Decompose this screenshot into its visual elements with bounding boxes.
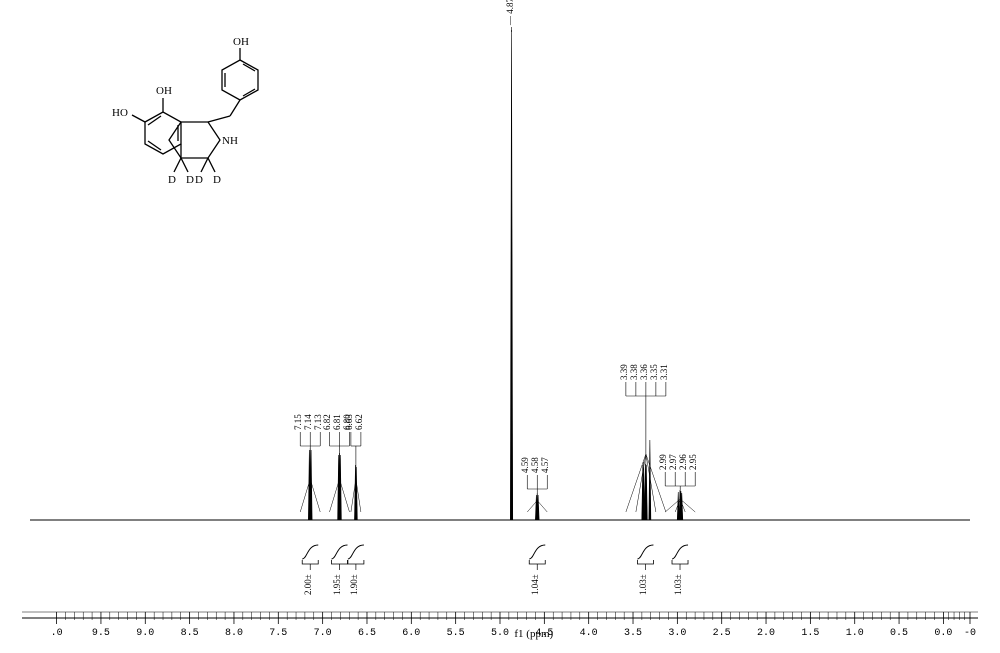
x-tick-label: -0 xyxy=(964,628,976,639)
x-tick-label: 4.0 xyxy=(580,628,598,639)
x-tick-label: 3.5 xyxy=(624,628,642,639)
integral-label: 2.00± xyxy=(303,574,313,595)
x-tick-label: 2.0 xyxy=(757,628,775,639)
spectrum-plot xyxy=(0,0,1000,653)
x-tick-label: 0.5 xyxy=(890,628,908,639)
peak-label: 3.38 xyxy=(629,364,639,380)
x-tick-label: 5.0 xyxy=(491,628,509,639)
x-tick-label: 7.5 xyxy=(269,628,287,639)
x-tick-label: 0.0 xyxy=(934,628,952,639)
peak-label: 2.97 xyxy=(668,454,678,470)
peak-label: 6.82 xyxy=(322,414,332,430)
peak-label: 3.39 xyxy=(619,364,629,380)
peak-label: 2.95 xyxy=(688,454,698,470)
peak-label: 4.57 xyxy=(540,457,550,473)
peak-label: 6.62 xyxy=(354,414,364,430)
peak-label: 4.58 xyxy=(530,457,540,473)
x-tick-label: 9.5 xyxy=(92,628,110,639)
peak-label: 2.96 xyxy=(678,454,688,470)
integral-label: 1.03± xyxy=(638,574,648,595)
integral-label: 1.90± xyxy=(349,574,359,595)
x-tick-label: 1.5 xyxy=(801,628,819,639)
peak-label: — 4.87 xyxy=(505,0,515,25)
x-tick-label: 1.0 xyxy=(846,628,864,639)
integral-label: 1.03± xyxy=(673,574,683,595)
x-tick-label: 6.0 xyxy=(402,628,420,639)
peak-label: 7.15 xyxy=(293,414,303,430)
peak-label: 3.31 xyxy=(659,364,669,380)
x-tick-label: 4.5 xyxy=(535,628,553,639)
x-tick-label: 8.0 xyxy=(225,628,243,639)
integral-label: 1.95± xyxy=(332,574,342,595)
x-tick-label: 9.0 xyxy=(136,628,154,639)
x-tick-label: .0 xyxy=(51,628,63,639)
peak-label: 3.35 xyxy=(649,364,659,380)
x-tick-label: 3.0 xyxy=(668,628,686,639)
integral-label: 1.04± xyxy=(530,574,540,595)
peak-label: 7.14 xyxy=(303,414,313,430)
x-tick-label: 7.0 xyxy=(314,628,332,639)
peak-label: 4.59 xyxy=(520,457,530,473)
x-tick-label: 5.5 xyxy=(447,628,465,639)
peak-label: 6.63 xyxy=(344,414,354,430)
peak-label: 6.81 xyxy=(332,414,342,430)
peak-label: 2.99 xyxy=(658,454,668,470)
x-tick-label: 6.5 xyxy=(358,628,376,639)
x-tick-label: 2.5 xyxy=(713,628,731,639)
x-tick-label: 8.5 xyxy=(181,628,199,639)
peak-label: 3.36 xyxy=(639,364,649,380)
nmr-spectrum-figure: { "figure": { "background_color": "#ffff… xyxy=(0,0,1000,653)
